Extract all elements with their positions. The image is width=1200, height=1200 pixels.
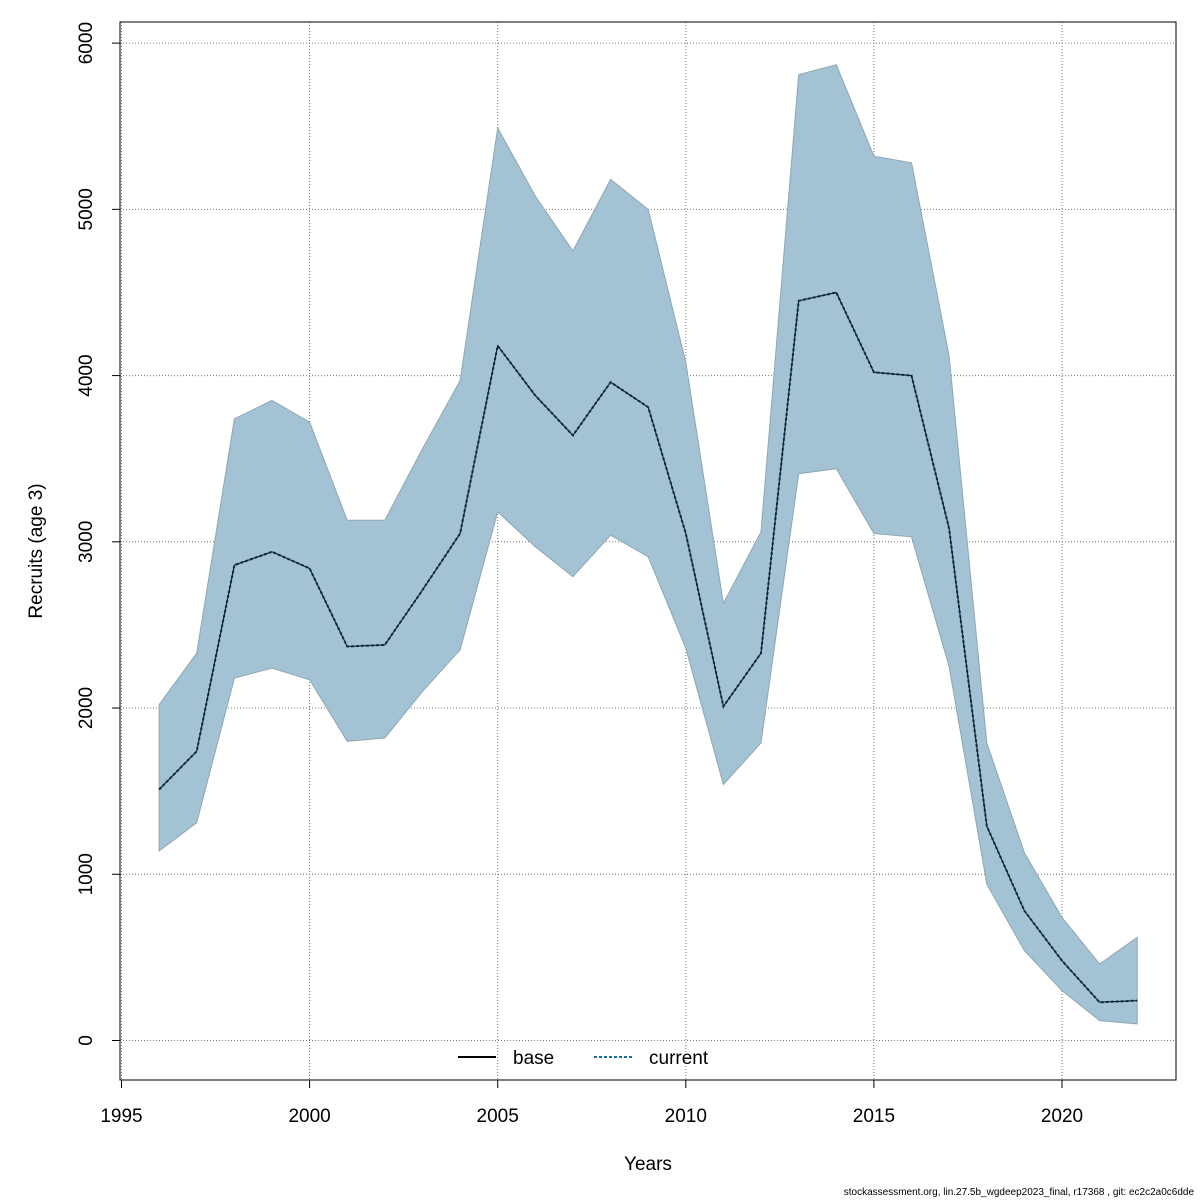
legend: base current	[458, 1048, 709, 1069]
x-tick-label: 2010	[665, 1106, 707, 1127]
x-tick-label: 2005	[477, 1106, 519, 1127]
x-tick-label: 2015	[853, 1106, 895, 1127]
y-tick-label: 4000	[76, 354, 97, 396]
legend-label-base: base	[513, 1048, 554, 1069]
y-tick-label: 2000	[76, 687, 97, 729]
legend-label-current: current	[649, 1048, 709, 1069]
series-line-current	[158, 291, 1138, 1004]
y-tick-label: 5000	[76, 188, 97, 230]
x-axis: 1995 2000 2005 2010 2015 2020	[100, 1079, 1083, 1127]
y-tick-label: 1000	[76, 853, 97, 895]
confidence-band	[158, 64, 1138, 1025]
x-tick-label: 1995	[100, 1106, 142, 1127]
y-axis-label: Recruits (age 3)	[26, 483, 47, 618]
x-tick-label: 2000	[288, 1106, 330, 1127]
x-axis-label: Years	[624, 1154, 672, 1175]
x-tick-label: 2020	[1041, 1106, 1083, 1127]
footer-text: stockassessment.org, lin.27.5b_wgdeep202…	[843, 1187, 1194, 1198]
y-tick-label: 3000	[76, 521, 97, 563]
series-lines	[158, 291, 1138, 1004]
y-tick-label: 0	[76, 1035, 97, 1046]
confidence-band-area	[158, 64, 1138, 1025]
y-tick-label: 6000	[76, 22, 97, 64]
y-axis: 0 1000 2000 3000 4000 5000 6000	[76, 22, 120, 1046]
